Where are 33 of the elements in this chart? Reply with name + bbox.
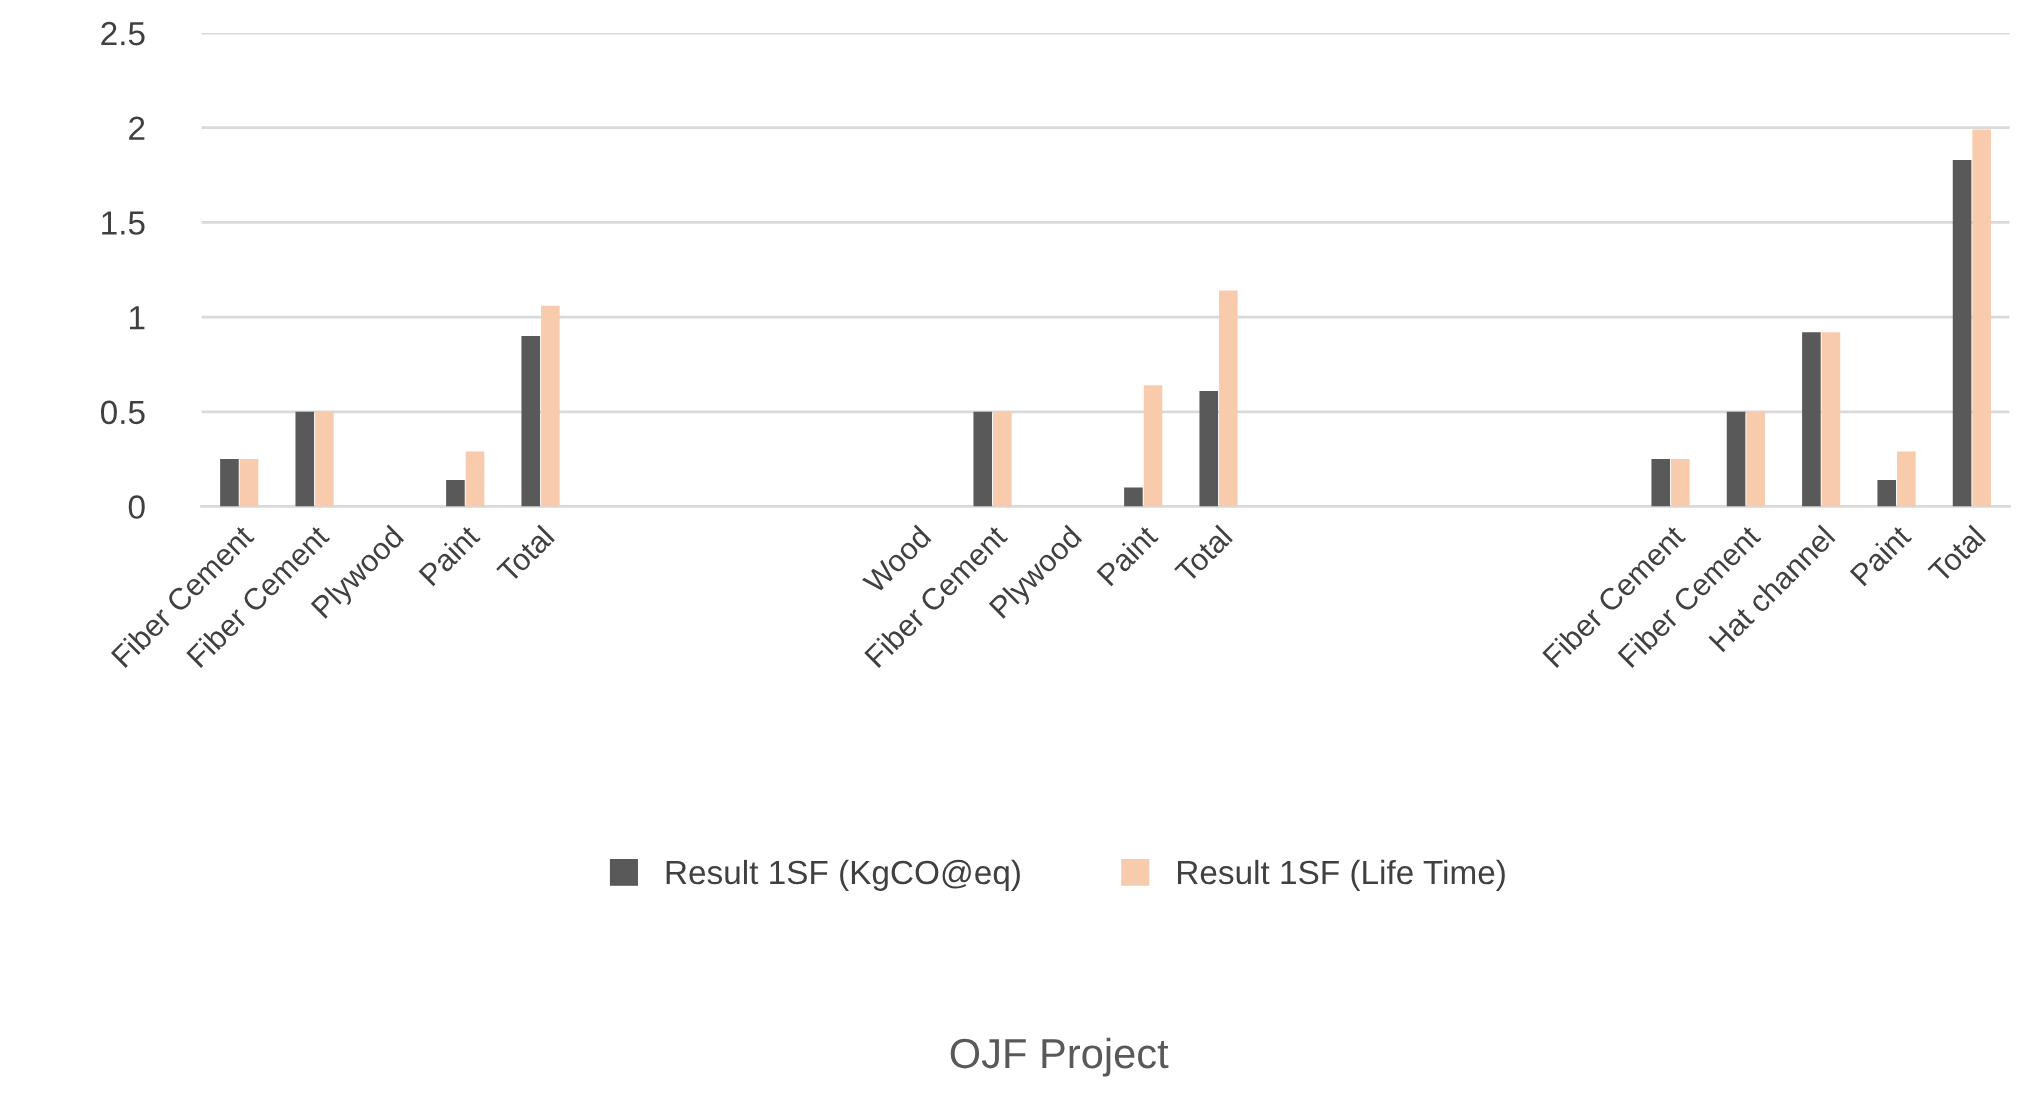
bar — [1671, 459, 1690, 507]
bar — [239, 459, 259, 507]
bar — [1897, 451, 1916, 507]
y-tick-label: 1 — [130, 306, 145, 330]
bar — [1952, 159, 1972, 507]
bar — [1746, 411, 1765, 507]
y-tick-label: 2 — [129, 116, 145, 140]
legend-label: Result 1SF (KgCO@eq) — [666, 859, 1020, 891]
bar — [465, 451, 485, 507]
bar — [993, 411, 1012, 507]
y-tick-label: 1.5 — [102, 211, 145, 235]
bar — [1124, 487, 1143, 507]
bar — [315, 411, 334, 507]
bar — [446, 479, 465, 507]
bar — [220, 459, 239, 507]
bar — [1972, 129, 1991, 507]
bar — [1821, 332, 1841, 507]
bar — [541, 305, 560, 507]
bar — [1726, 411, 1746, 507]
y-tick-label: 2.5 — [101, 21, 145, 46]
bar — [1219, 290, 1238, 507]
bar — [1877, 479, 1897, 507]
y-tick-label: 0 — [128, 495, 145, 519]
bar — [1199, 390, 1219, 507]
bar — [521, 336, 541, 507]
bar — [295, 411, 315, 507]
y-tick-label: 0.5 — [100, 400, 145, 425]
bar — [1143, 385, 1163, 507]
bar — [1802, 332, 1821, 507]
text: OJF Project — [950, 1037, 1169, 1077]
bar — [973, 411, 993, 507]
legend-label: Result 1SF (Life Time) — [1178, 859, 1505, 891]
bar — [1651, 459, 1671, 507]
